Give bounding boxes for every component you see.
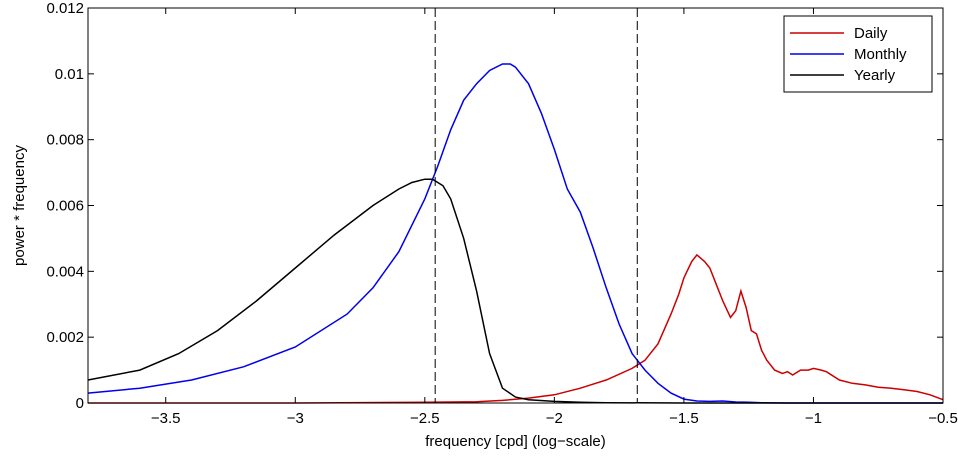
y-tick-label: 0.006 (46, 198, 84, 215)
y-tick-label: 0.004 (46, 263, 84, 280)
series-line-monthly (87, 63, 943, 404)
y-axis-label: power * frequency (11, 145, 28, 266)
x-tick-label: −0.5 (928, 410, 958, 427)
x-tick-label: −3.5 (151, 410, 181, 427)
y-tick-label: 0.002 (46, 329, 84, 346)
x-tick-label: −1.5 (669, 410, 699, 427)
legend-label-yearly: Yearly (854, 67, 896, 84)
x-tick-label: −2 (546, 410, 563, 427)
x-tick-label: −1 (805, 410, 822, 427)
series-layer (87, 63, 944, 404)
y-tick-label: 0.012 (46, 0, 84, 17)
legend-label-daily: Daily (854, 25, 888, 42)
x-tick-label: −3 (287, 410, 304, 427)
legend: Daily Monthly Yearly (783, 15, 933, 93)
y-tick-label: 0.01 (55, 66, 84, 83)
y-tick-label: 0 (76, 395, 84, 412)
series-line-daily (88, 253, 944, 404)
axes: −3.5 −3 −2.5 −2 −1.5 −1 −0.5 0 0.002 0.004 0.006 0.… (46, 0, 957, 427)
y-tick-label: 0.008 (46, 132, 84, 149)
reference-lines (434, 8, 638, 403)
x-axis-label: frequency [cpd] (log−scale) (425, 433, 606, 450)
legend-label-monthly: Monthly (854, 46, 907, 63)
x-tick-label: −2.5 (410, 410, 440, 427)
